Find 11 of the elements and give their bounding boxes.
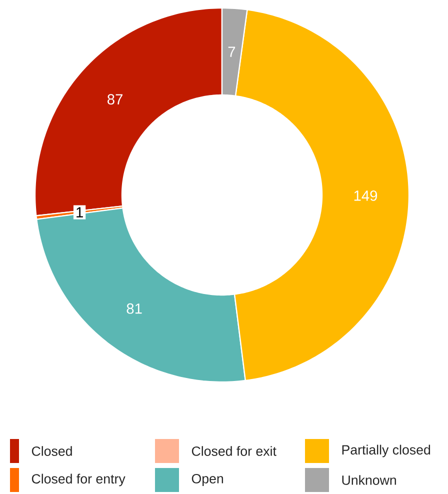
- data-label: 1: [76, 207, 83, 218]
- legend-label: Closed for entry: [32, 474, 126, 486]
- legend-label: Closed: [32, 446, 72, 456]
- legend-label: Partially closed: [342, 444, 430, 458]
- legend-label: Unknown: [342, 475, 396, 485]
- data-label: 149: [354, 190, 378, 201]
- legend-label: Closed for exit: [192, 446, 276, 456]
- legend-label: Open: [192, 474, 224, 486]
- data-label: 7: [228, 46, 236, 57]
- data-label: 87: [108, 94, 122, 105]
- data-label: 81: [126, 303, 142, 314]
